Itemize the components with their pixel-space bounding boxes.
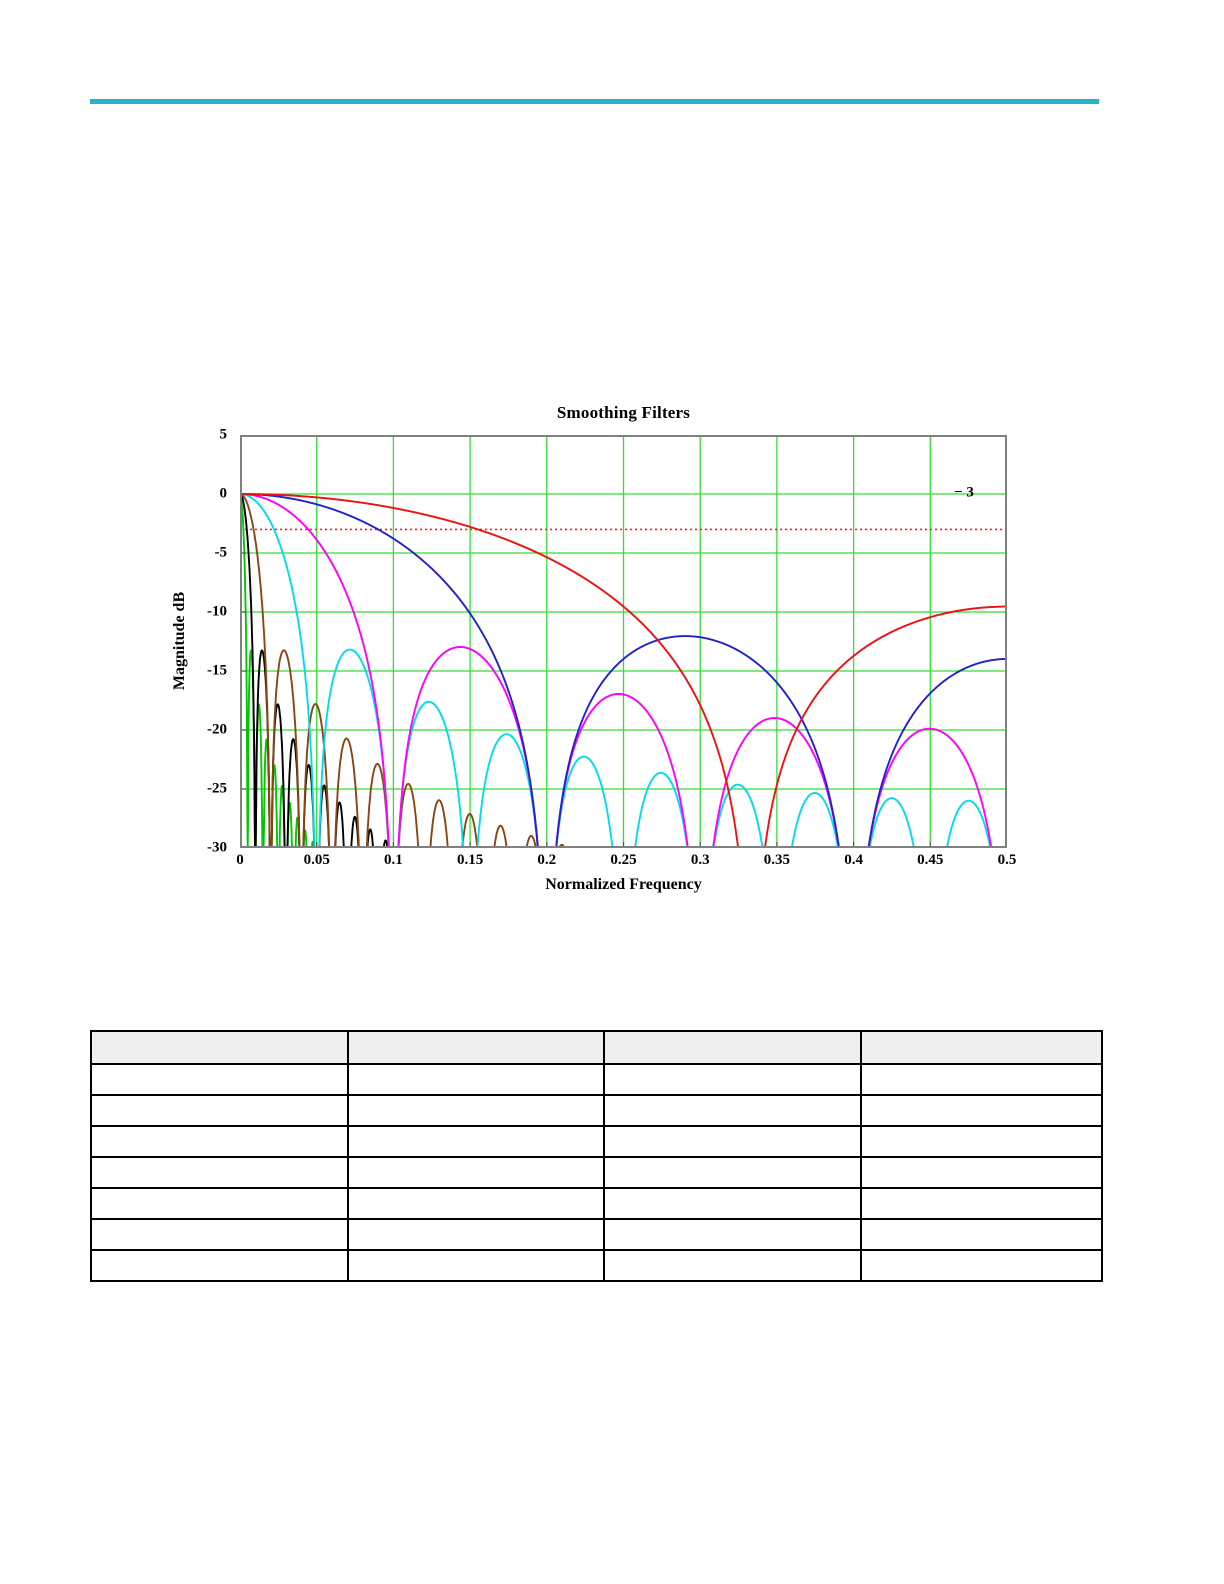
table-cell <box>603 1156 862 1189</box>
table-cell <box>860 1125 1103 1158</box>
table-cell <box>347 1218 605 1251</box>
header-rule <box>90 99 1099 104</box>
y-tick-label: -10 <box>207 603 227 620</box>
y-tick-label: -20 <box>207 721 227 738</box>
table-cell <box>603 1249 862 1282</box>
table-row <box>90 1187 1103 1220</box>
table-cell <box>603 1187 862 1220</box>
table-row <box>90 1156 1103 1189</box>
table-row <box>90 1094 1103 1127</box>
table-cell <box>860 1249 1103 1282</box>
table-cell <box>347 1156 605 1189</box>
table-cell <box>90 1187 349 1220</box>
table-cell <box>90 1063 349 1096</box>
x-axis-ticks: 0 0.05 0.1 0.15 0.2 0.25 0.3 0.35 0.4 0.45 0.5 <box>236 852 1016 872</box>
x-tick-label: 0 <box>236 852 244 868</box>
table-header-cell <box>90 1030 349 1065</box>
x-tick-label: 0.15 <box>456 852 484 868</box>
table-row <box>90 1063 1103 1096</box>
table-header-row <box>90 1030 1103 1065</box>
chart-title: Smoothing Filters <box>556 403 691 422</box>
table-cell <box>603 1125 862 1158</box>
table-cell <box>860 1063 1103 1096</box>
table-cell <box>860 1094 1103 1127</box>
table-cell <box>90 1218 349 1251</box>
table-header-cell <box>860 1030 1103 1065</box>
table-cell <box>90 1094 349 1127</box>
plot-frame <box>240 435 1007 848</box>
table-cell <box>603 1218 862 1251</box>
x-axis-label: Normalized Frequency <box>545 876 702 893</box>
table-row <box>90 1125 1103 1158</box>
x-tick-label: 0.4 <box>844 852 863 868</box>
table-cell <box>860 1187 1103 1220</box>
y-tick-label: -5 <box>214 544 228 561</box>
table-header-cell <box>603 1030 862 1065</box>
table-cell <box>603 1063 862 1096</box>
y-tick-label: 5 <box>219 426 228 443</box>
y-tick-label: 0 <box>219 485 228 502</box>
table-cell <box>603 1094 862 1127</box>
x-tick-label: 0.35 <box>763 852 791 868</box>
table-row <box>90 1218 1103 1251</box>
table-cell <box>347 1249 605 1282</box>
table-cell <box>347 1063 605 1096</box>
table-cell <box>347 1187 605 1220</box>
minus-3-db-annotation: − 3 <box>954 484 974 501</box>
table-cell <box>860 1156 1103 1189</box>
table-cell <box>347 1125 605 1158</box>
series-moving-average-3 <box>240 493 1007 848</box>
series-moving-average-20 <box>240 493 1007 848</box>
y-tick-label: -25 <box>207 780 227 797</box>
x-tick-label: 0.45 <box>917 852 944 868</box>
x-tick-label: 0.1 <box>384 852 403 868</box>
x-tick-label: 0.05 <box>303 852 330 868</box>
x-tick-label: 0.5 <box>997 852 1017 868</box>
y-tick-label: -15 <box>207 662 227 679</box>
y-tick-label: -30 <box>207 839 227 856</box>
table-cell <box>90 1249 349 1282</box>
table-cell <box>90 1125 349 1158</box>
empty-data-table <box>90 1030 1103 1282</box>
table-cell <box>860 1218 1103 1251</box>
x-tick-label: 0.25 <box>610 852 637 868</box>
table-cell <box>90 1156 349 1189</box>
series-moving-average-5 <box>240 493 1007 848</box>
table-cell <box>347 1094 605 1127</box>
y-axis-label: Magnitude dB <box>171 591 188 691</box>
smoothing-filters-plot <box>240 435 1007 848</box>
table-header-cell <box>347 1030 605 1065</box>
table-row <box>90 1249 1103 1282</box>
series-moving-average-50 <box>240 493 1007 848</box>
x-tick-label: 0.2 <box>537 852 557 868</box>
y-axis-ticks: 5 0 -5 -10 -15 -20 -25 -30 <box>190 427 232 856</box>
x-tick-label: 0.3 <box>690 852 710 868</box>
